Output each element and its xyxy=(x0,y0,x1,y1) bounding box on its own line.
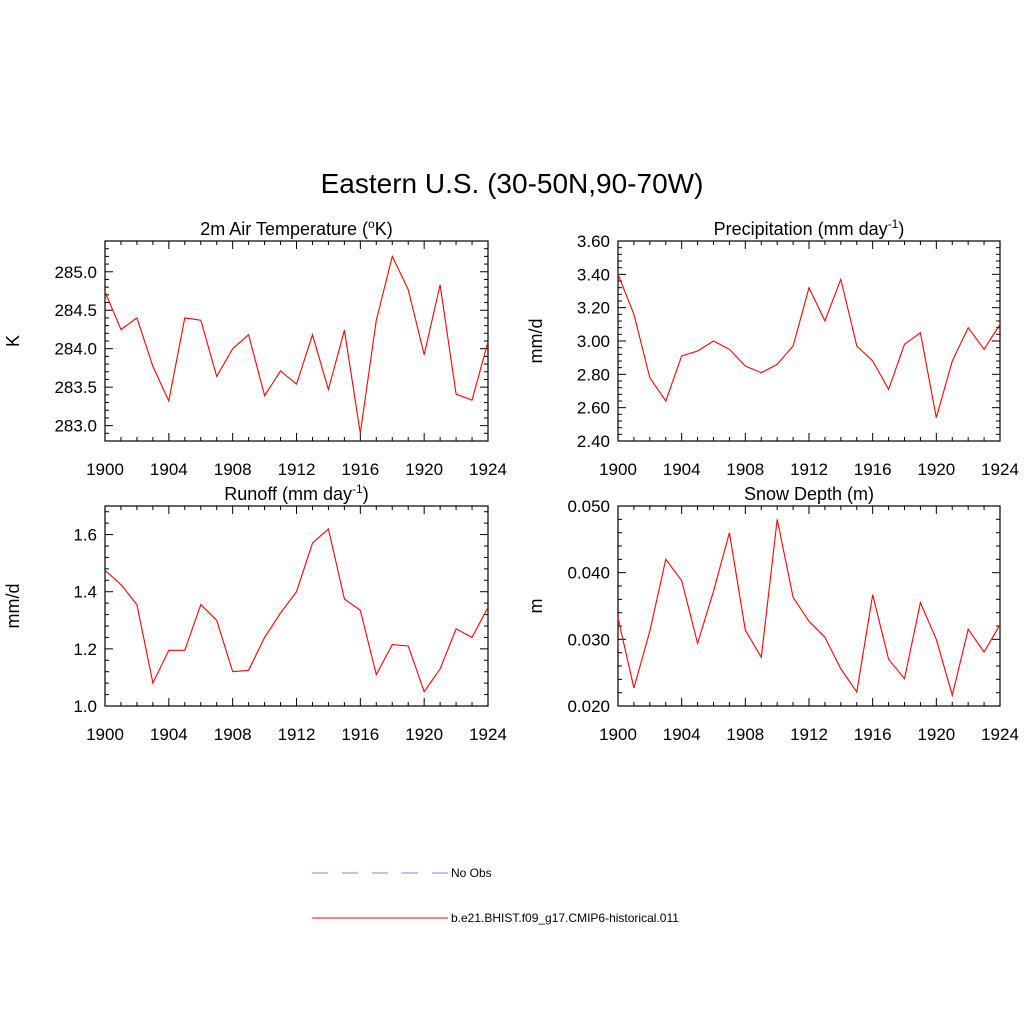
precipitation-plot-frame xyxy=(617,240,1001,442)
runoff-panel-title: Runoff (mm day-1) xyxy=(224,482,368,504)
air-temperature-y-tick-label: 284.0 xyxy=(54,340,97,359)
precipitation-x-tick-label: 1904 xyxy=(663,460,701,479)
legend-label-no-obs: No Obs xyxy=(451,866,492,880)
runoff-x-tick-label: 1908 xyxy=(214,725,252,744)
runoff-plot-frame xyxy=(104,505,489,707)
precipitation-y-tick-label: 2.40 xyxy=(577,432,610,451)
precipitation-y-tick-label: 3.20 xyxy=(577,299,610,318)
precipitation-y-tick-label: 3.00 xyxy=(577,332,610,351)
air-temperature-y-tick-label: 283.5 xyxy=(54,378,97,397)
main-title: Eastern U.S. (30-50N,90-70W) xyxy=(320,168,704,199)
precipitation-y-tick-label: 3.60 xyxy=(577,232,610,251)
air-temperature-y-tick-label: 283.0 xyxy=(54,417,97,436)
runoff-y-tick-label: 1.0 xyxy=(73,697,97,716)
runoff-y-axis-label: mm/d xyxy=(3,584,23,629)
snow-depth-series-line xyxy=(617,519,1001,698)
snow-depth-y-tick-label: 0.050 xyxy=(567,497,610,516)
snow-depth-y-tick-label: 0.020 xyxy=(567,697,610,716)
snow-depth-x-tick-label: 1920 xyxy=(917,725,955,744)
panel-precipitation: 1900 1904 1908 1912 1916 1920 1924 2.40 2.60 2.80… xyxy=(526,217,1019,479)
runoff-y-tick-label: 1.4 xyxy=(73,583,97,602)
precipitation-x-tick-label: 1900 xyxy=(599,460,637,479)
snow-depth-y-tick-label: 0.030 xyxy=(567,630,610,649)
precipitation-y-tick-label: 2.60 xyxy=(577,399,610,418)
precipitation-y-tick-label: 2.80 xyxy=(577,365,610,384)
runoff-x-tick-label: 1920 xyxy=(405,725,443,744)
air-temperature-y-tick-label: 285.0 xyxy=(54,263,97,282)
precipitation-x-tick-label: 1912 xyxy=(790,460,828,479)
snow-depth-x-tick-label: 1924 xyxy=(981,725,1019,744)
snow-depth-x-tick-label: 1916 xyxy=(854,725,892,744)
runoff-x-tick-label: 1916 xyxy=(341,725,379,744)
air-temperature-y-tick-label: 284.5 xyxy=(54,301,97,320)
snow-depth-panel-title: Snow Depth (m) xyxy=(744,484,874,504)
runoff-x-tick-label: 1912 xyxy=(278,725,316,744)
precipitation-y-axis-label: mm/d xyxy=(526,319,546,364)
air-temperature-x-tick-label: 1904 xyxy=(150,460,188,479)
snow-depth-x-tick-label: 1912 xyxy=(790,725,828,744)
snow-depth-x-tick-label: 1908 xyxy=(726,725,764,744)
panel-air-temperature: 1900 1904 1908 1912 1916 1920 1924 283.0 283.5 28… xyxy=(3,217,507,479)
precipitation-y-tick-label: 3.40 xyxy=(577,265,610,284)
air-temperature-panel-title: 2m Air Temperature (oK) xyxy=(200,217,392,239)
air-temperature-x-tick-label: 1920 xyxy=(405,460,443,479)
snow-depth-y-axis-label: m xyxy=(526,599,546,614)
precipitation-x-tick-label: 1908 xyxy=(726,460,764,479)
legend-label-model: b.e21.BHIST.f09_g17.CMIP6-historical.011 xyxy=(451,911,679,925)
legend: No Obs b.e21.BHIST.f09_g17.CMIP6-histori… xyxy=(312,866,679,925)
snow-depth-y-tick-label: 0.040 xyxy=(567,564,610,583)
runoff-y-tick-label: 1.2 xyxy=(73,640,97,659)
panel-runoff: 1900 1904 1908 1912 1916 1920 1924 1.0 1.2 1.4 1.6… xyxy=(3,482,507,744)
precipitation-x-tick-label: 1924 xyxy=(981,460,1019,479)
air-temperature-x-tick-label: 1916 xyxy=(341,460,379,479)
runoff-y-tick-label: 1.6 xyxy=(73,526,97,545)
precipitation-x-tick-label: 1920 xyxy=(917,460,955,479)
snow-depth-x-tick-label: 1900 xyxy=(599,725,637,744)
runoff-x-tick-label: 1904 xyxy=(150,725,188,744)
snow-depth-x-tick-label: 1904 xyxy=(663,725,701,744)
air-temperature-x-tick-label: 1900 xyxy=(86,460,124,479)
runoff-series-line xyxy=(104,527,489,693)
air-temperature-series-line xyxy=(104,254,489,434)
precipitation-x-tick-label: 1916 xyxy=(854,460,892,479)
air-temperature-x-tick-label: 1912 xyxy=(278,460,316,479)
precipitation-series-line xyxy=(617,274,1001,418)
panel-snow-depth: 1900 1904 1908 1912 1916 1920 1924 0.020 0.030 0.… xyxy=(526,484,1019,744)
air-temperature-x-tick-label: 1908 xyxy=(214,460,252,479)
runoff-x-tick-label: 1924 xyxy=(469,725,507,744)
air-temperature-y-axis-label: K xyxy=(3,335,23,347)
precipitation-panel-title: Precipitation (mm day-1) xyxy=(714,217,905,239)
air-temperature-plot-frame xyxy=(104,240,489,442)
snow-depth-plot-frame xyxy=(617,505,1001,707)
runoff-x-tick-label: 1900 xyxy=(86,725,124,744)
air-temperature-x-tick-label: 1924 xyxy=(469,460,507,479)
